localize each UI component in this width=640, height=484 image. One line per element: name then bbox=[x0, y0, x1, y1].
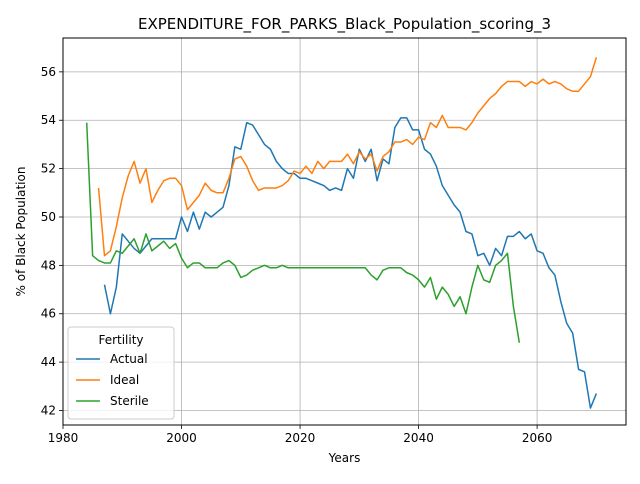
y-tick-label: 52 bbox=[41, 162, 56, 176]
legend-items: Actual Ideal Sterile bbox=[76, 352, 149, 408]
legend-box bbox=[67, 326, 175, 420]
y-tick-label: 46 bbox=[41, 307, 56, 321]
x-tick-label: 2060 bbox=[522, 431, 553, 445]
x-tick-label: 2000 bbox=[166, 431, 197, 445]
y-tick-label: 48 bbox=[41, 258, 56, 272]
series-line-actual bbox=[103, 117, 598, 409]
series-line-ideal bbox=[97, 57, 598, 257]
plot-frame bbox=[62, 37, 627, 426]
legend-label-sterile: Sterile bbox=[110, 394, 149, 408]
x-tick-label: 2040 bbox=[403, 431, 434, 445]
y-tick-label: 54 bbox=[41, 113, 56, 127]
x-tick-label: 1980 bbox=[48, 431, 79, 445]
x-axis-label: Years bbox=[328, 451, 361, 465]
legend-title: Fertility bbox=[98, 333, 143, 347]
y-tick-label: 56 bbox=[41, 65, 56, 79]
legend: Fertility Actual Ideal Sterile bbox=[67, 326, 175, 420]
axis-ticks: 1980 2000 2020 2040 2060 42 44 46 48 50 52 54 56 bbox=[41, 65, 553, 445]
series-line-sterile bbox=[85, 122, 521, 343]
legend-label-ideal: Ideal bbox=[110, 373, 139, 387]
legend-label-actual: Actual bbox=[110, 352, 148, 366]
chart-title: EXPENDITURE_FOR_PARKS_Black_Population_s… bbox=[138, 15, 551, 34]
y-tick-label: 44 bbox=[41, 355, 56, 369]
y-tick-label: 42 bbox=[41, 403, 56, 417]
x-tick-label: 2020 bbox=[285, 431, 316, 445]
y-axis-label: % of Black Population bbox=[14, 167, 28, 297]
series-lines bbox=[85, 57, 598, 409]
y-tick-label: 50 bbox=[41, 210, 56, 224]
